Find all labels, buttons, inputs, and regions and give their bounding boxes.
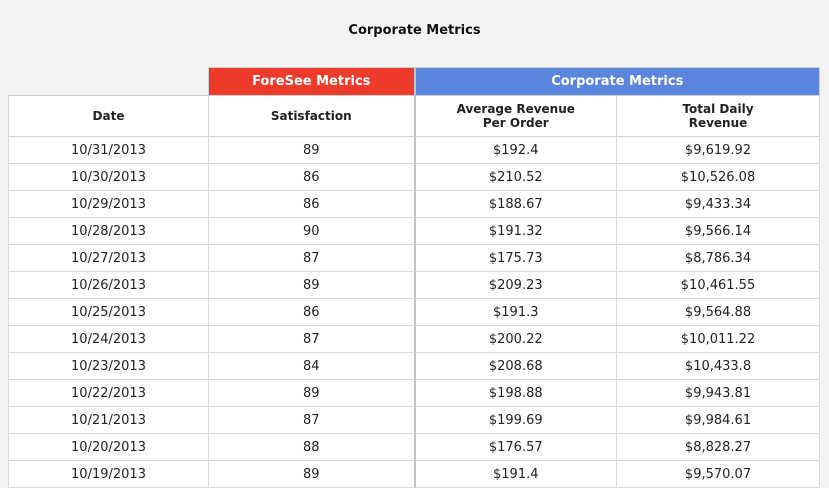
table-row: 10/21/2013 87 $199.69 $9,984.61 (8, 406, 821, 434)
column-header-row: Date Satisfaction Average Revenue Per Or… (8, 95, 821, 137)
cell-avg-revenue: $209.23 (413, 271, 617, 299)
cell-date: 10/22/2013 (8, 379, 209, 407)
cell-satisfaction: 89 (208, 379, 415, 407)
cell-satisfaction: 89 (208, 271, 415, 299)
cell-avg-revenue: $191.4 (413, 460, 617, 488)
cell-total-revenue: $8,786.34 (615, 244, 821, 272)
cell-date: 10/25/2013 (8, 298, 209, 326)
cell-satisfaction: 90 (208, 217, 415, 245)
cell-total-revenue: $10,461.55 (615, 271, 821, 299)
cell-avg-revenue: $198.88 (413, 379, 617, 407)
table-row: 10/25/2013 86 $191.3 $9,564.88 (8, 298, 821, 326)
table-row: 10/27/2013 87 $175.73 $8,786.34 (8, 244, 821, 272)
cell-date: 10/27/2013 (8, 244, 209, 272)
cell-total-revenue: $10,526.08 (615, 163, 821, 191)
cell-satisfaction: 88 (208, 433, 415, 461)
column-header-avg-revenue: Average Revenue Per Order (413, 95, 617, 137)
cell-satisfaction: 86 (208, 163, 415, 191)
table-row: 10/29/2013 86 $188.67 $9,433.34 (8, 190, 821, 218)
cell-total-revenue: $8,828.27 (615, 433, 821, 461)
cell-date: 10/23/2013 (8, 352, 209, 380)
cell-total-revenue: $9,619.92 (615, 136, 821, 164)
cell-date: 10/29/2013 (8, 190, 209, 218)
group-header-row: ForeSee Metrics Corporate Metrics (8, 67, 821, 96)
column-header-total-revenue: Total Daily Revenue (615, 95, 821, 137)
cell-satisfaction: 86 (208, 190, 415, 218)
table-row: 10/24/2013 87 $200.22 $10,011.22 (8, 325, 821, 353)
table-body: 10/31/2013 89 $192.4 $9,619.92 10/30/2013 86 $… (8, 136, 821, 488)
table-row: 10/28/2013 90 $191.32 $9,566.14 (8, 217, 821, 245)
cell-satisfaction: 87 (208, 406, 415, 434)
cell-satisfaction: 89 (208, 136, 415, 164)
column-header-date-label: Date (92, 109, 125, 123)
cell-avg-revenue: $191.3 (413, 298, 617, 326)
cell-total-revenue: $9,564.88 (615, 298, 821, 326)
cell-satisfaction: 87 (208, 325, 415, 353)
group-header-corporate: Corporate Metrics (413, 67, 821, 96)
table-row: 10/19/2013 89 $191.4 $9,570.07 (8, 460, 821, 488)
cell-date: 10/21/2013 (8, 406, 209, 434)
cell-avg-revenue: $188.67 (413, 190, 617, 218)
cell-date: 10/28/2013 (8, 217, 209, 245)
cell-total-revenue: $10,433.8 (615, 352, 821, 380)
cell-satisfaction: 87 (208, 244, 415, 272)
cell-satisfaction: 84 (208, 352, 415, 380)
group-header-foresee: ForeSee Metrics (208, 67, 415, 96)
column-header-satisfaction-label: Satisfaction (270, 109, 352, 123)
column-header-date: Date (8, 95, 209, 137)
cell-avg-revenue: $199.69 (413, 406, 617, 434)
cell-date: 10/20/2013 (8, 433, 209, 461)
cell-avg-revenue: $200.22 (413, 325, 617, 353)
column-header-avg-revenue-line2: Per Order (482, 116, 549, 130)
table-row: 10/30/2013 86 $210.52 $10,526.08 (8, 163, 821, 191)
table-row: 10/31/2013 89 $192.4 $9,619.92 (8, 136, 821, 164)
cell-total-revenue: $9,570.07 (615, 460, 821, 488)
cell-total-revenue: $9,984.61 (615, 406, 821, 434)
column-header-satisfaction: Satisfaction (208, 95, 415, 137)
column-header-total-revenue-line1: Total Daily (682, 102, 754, 116)
column-header-total-revenue-line2: Revenue (688, 116, 748, 130)
metrics-table: ForeSee Metrics Corporate Metrics Date S… (8, 67, 821, 488)
cell-satisfaction: 86 (208, 298, 415, 326)
cell-avg-revenue: $208.68 (413, 352, 617, 380)
group-header-blank (8, 67, 209, 96)
column-header-avg-revenue-line1: Average Revenue (456, 102, 575, 116)
cell-avg-revenue: $210.52 (413, 163, 617, 191)
cell-total-revenue: $10,011.22 (615, 325, 821, 353)
cell-satisfaction: 89 (208, 460, 415, 488)
cell-total-revenue: $9,433.34 (615, 190, 821, 218)
table-row: 10/23/2013 84 $208.68 $10,433.8 (8, 352, 821, 380)
table-row: 10/22/2013 89 $198.88 $9,943.81 (8, 379, 821, 407)
table-header: ForeSee Metrics Corporate Metrics Date S… (8, 67, 821, 137)
cell-avg-revenue: $175.73 (413, 244, 617, 272)
table-row: 10/26/2013 89 $209.23 $10,461.55 (8, 271, 821, 299)
cell-date: 10/24/2013 (8, 325, 209, 353)
cell-avg-revenue: $192.4 (413, 136, 617, 164)
metrics-table-container: ForeSee Metrics Corporate Metrics Date S… (8, 67, 821, 488)
cell-date: 10/19/2013 (8, 460, 209, 488)
cell-date: 10/30/2013 (8, 163, 209, 191)
cell-avg-revenue: $191.32 (413, 217, 617, 245)
cell-total-revenue: $9,943.81 (615, 379, 821, 407)
table-row: 10/20/2013 88 $176.57 $8,828.27 (8, 433, 821, 461)
cell-avg-revenue: $176.57 (413, 433, 617, 461)
page-title: Corporate Metrics (348, 23, 481, 38)
cell-date: 10/31/2013 (8, 136, 209, 164)
cell-date: 10/26/2013 (8, 271, 209, 299)
cell-total-revenue: $9,566.14 (615, 217, 821, 245)
